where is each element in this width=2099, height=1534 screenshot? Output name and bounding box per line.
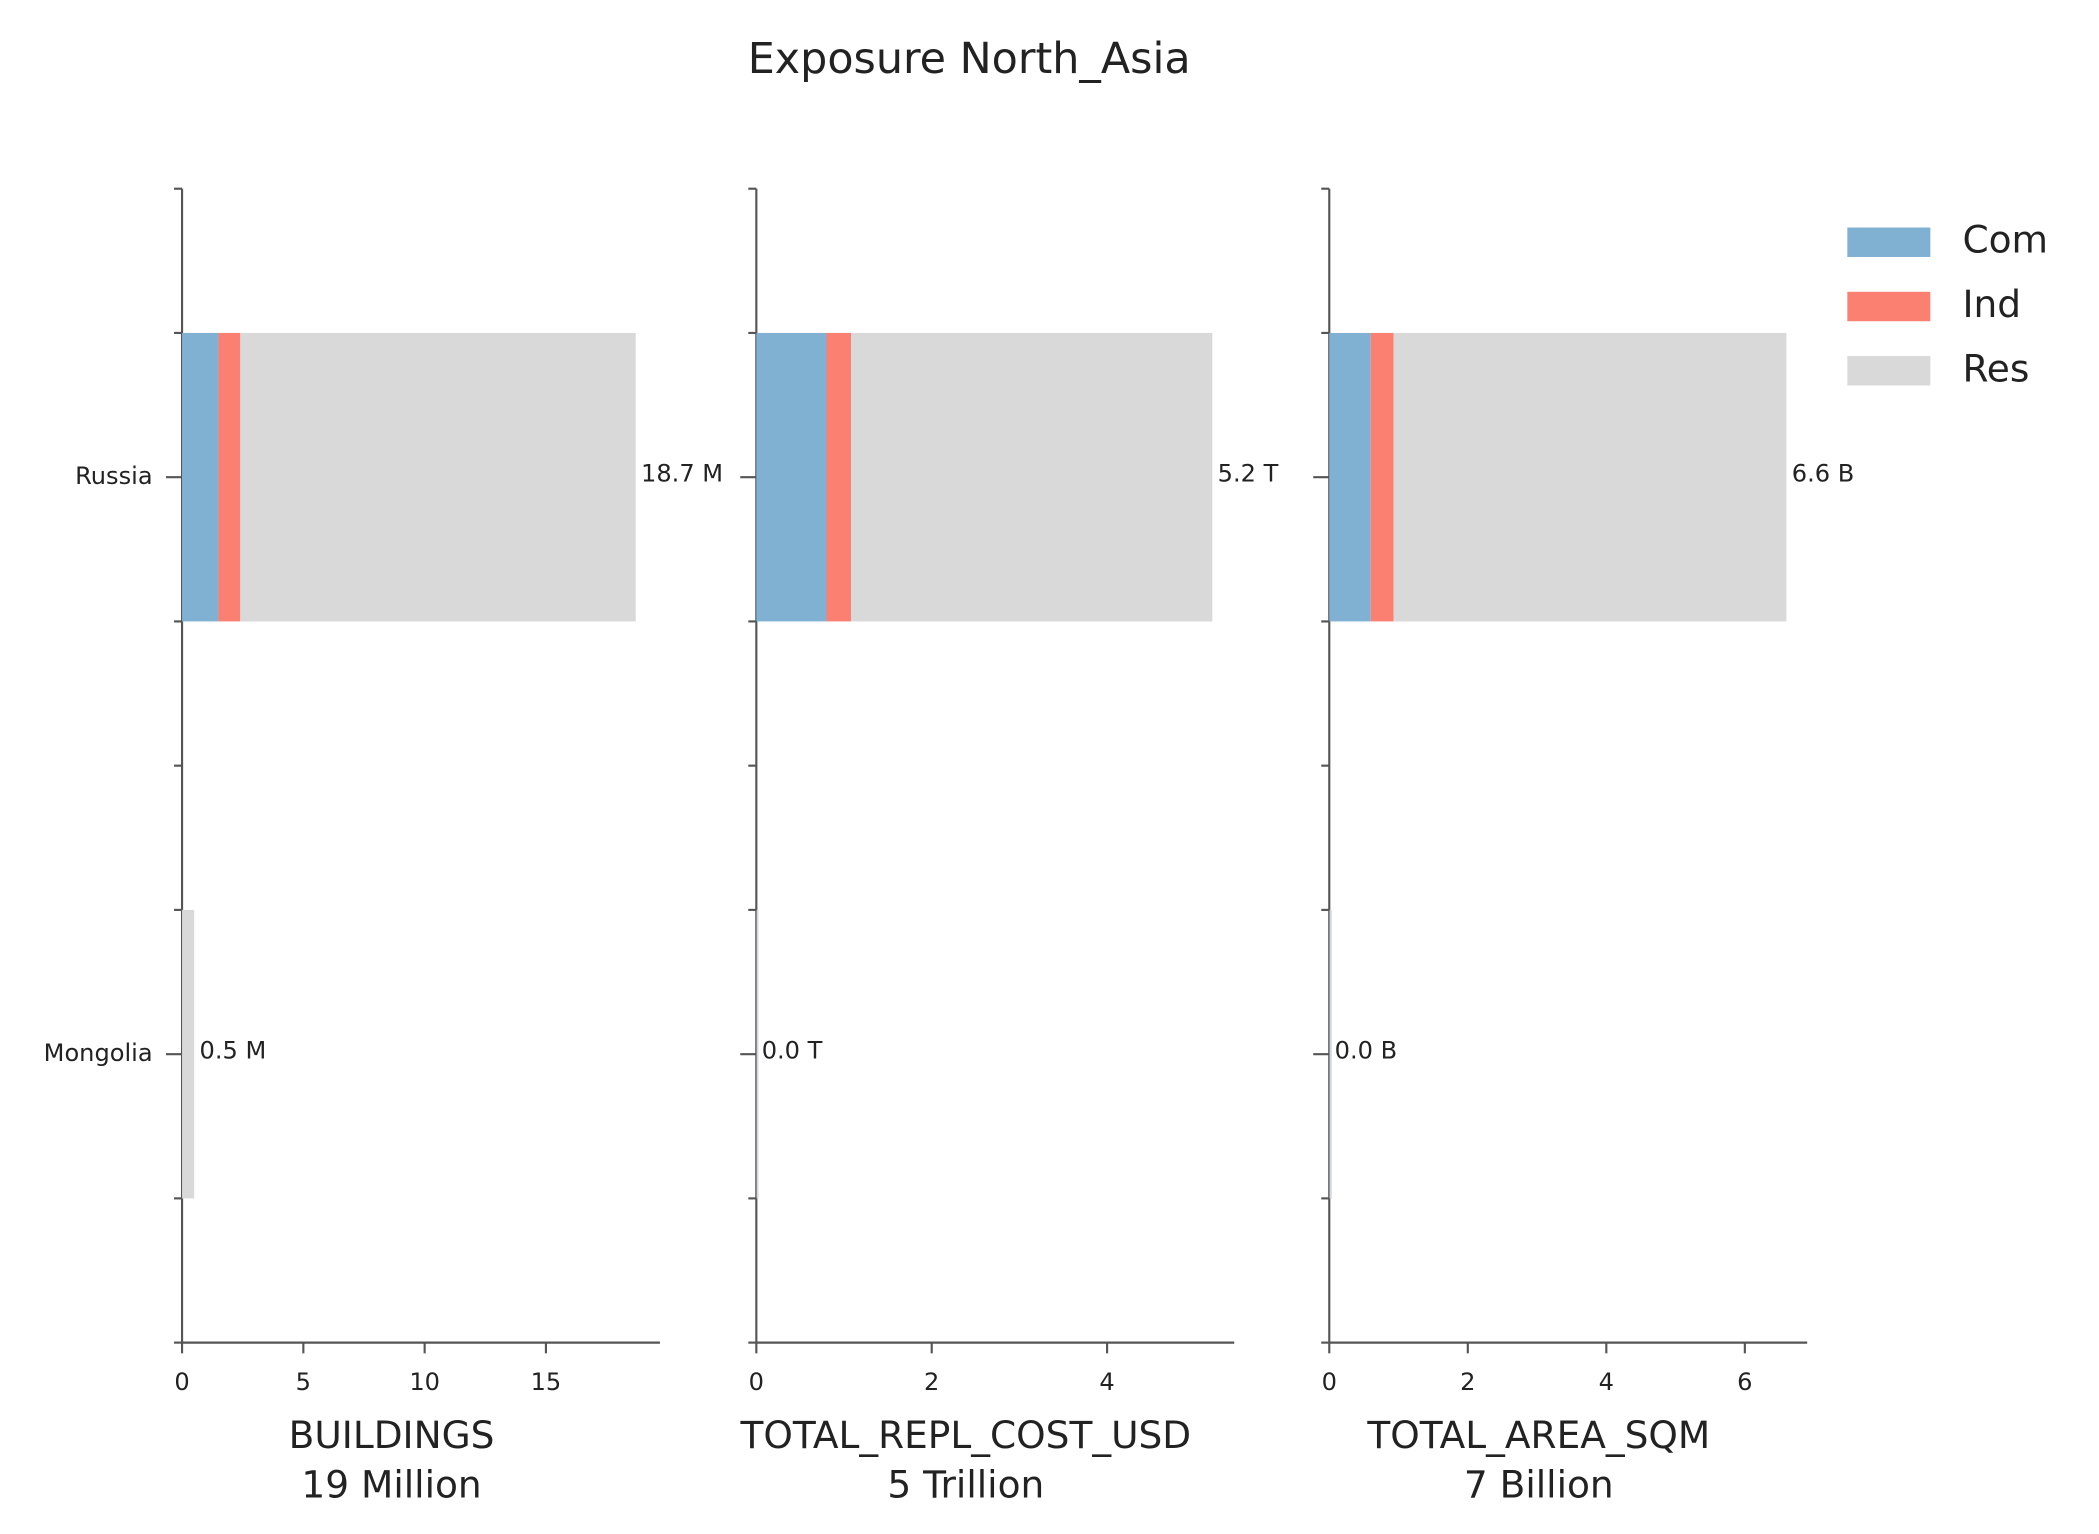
x-axis-sublabel: 19 Million xyxy=(301,1463,481,1507)
y-tick-label: Mongolia xyxy=(44,1039,153,1067)
x-axis-label: TOTAL_REPL_COST_USD xyxy=(740,1413,1192,1457)
x-axis-label: TOTAL_AREA_SQM xyxy=(1366,1413,1710,1457)
x-tick-label: 10 xyxy=(409,1368,440,1396)
x-tick-label: 2 xyxy=(1460,1368,1475,1396)
x-axis-sublabel: 7 Billion xyxy=(1464,1463,1614,1507)
bar-segment xyxy=(240,332,636,622)
legend-swatch xyxy=(1847,291,1931,322)
bar-segment xyxy=(851,332,1213,622)
legend-swatch xyxy=(1847,356,1931,386)
legend-label: Res xyxy=(1962,346,2029,390)
total-label: 6.6 B xyxy=(1792,460,1854,488)
x-tick-label: 2 xyxy=(924,1368,939,1396)
bar-segment xyxy=(1370,332,1394,622)
chart-title: Exposure North_Asia xyxy=(748,34,1191,84)
x-tick-label: 0 xyxy=(174,1368,189,1396)
total-label: 0.0 T xyxy=(762,1036,823,1064)
bar-segment xyxy=(182,332,219,622)
total-label: 5.2 T xyxy=(1218,460,1279,488)
bar-segment xyxy=(756,909,759,1199)
x-tick-label: 15 xyxy=(531,1368,562,1396)
x-tick-label: 0 xyxy=(1322,1368,1337,1396)
total-label: 18.7 M xyxy=(641,460,723,488)
bar-segment xyxy=(1329,332,1371,622)
x-tick-label: 4 xyxy=(1599,1368,1614,1396)
bar-segment xyxy=(218,332,241,622)
x-axis-sublabel: 5 Trillion xyxy=(887,1463,1044,1507)
x-tick-label: 6 xyxy=(1737,1368,1752,1396)
legend-swatch xyxy=(1847,227,1931,257)
x-axis-label: BUILDINGS xyxy=(289,1413,495,1457)
bar-segment xyxy=(1329,909,1332,1199)
bar-segment xyxy=(756,332,827,622)
x-tick-label: 5 xyxy=(296,1368,311,1396)
total-label: 0.5 M xyxy=(200,1036,267,1064)
total-label: 0.0 B xyxy=(1335,1036,1397,1064)
legend-label: Ind xyxy=(1962,282,2021,326)
y-tick-label: Russia xyxy=(75,462,152,490)
x-tick-label: 4 xyxy=(1099,1368,1114,1396)
x-tick-label: 0 xyxy=(749,1368,764,1396)
bar-segment xyxy=(182,909,195,1199)
bar-segment xyxy=(826,332,852,622)
legend-label: Com xyxy=(1962,218,2048,262)
bar-segment xyxy=(1393,332,1787,622)
